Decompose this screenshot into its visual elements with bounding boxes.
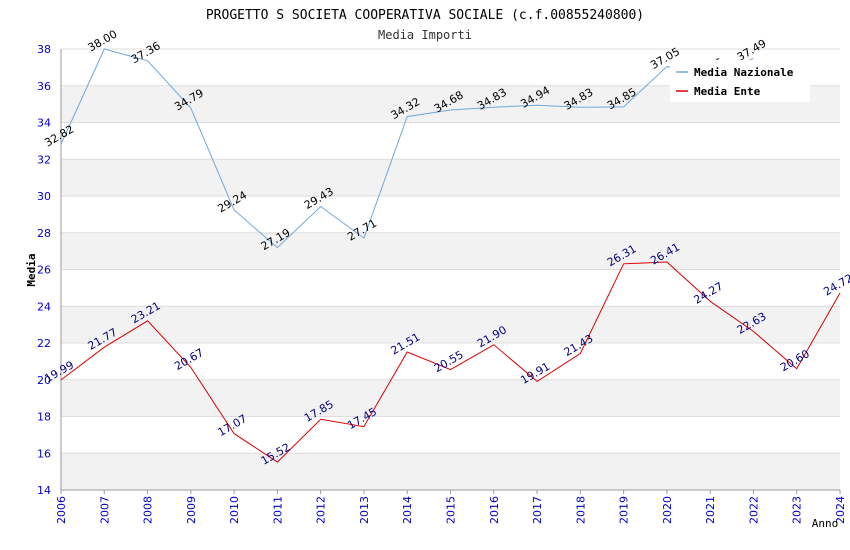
y-tick-label: 20 [37,374,51,387]
x-tick-label: 2022 [747,496,760,524]
x-axis-ticks: 2006 2007 2008 2009 2010 2011 2012 2013 2014 2015… [55,490,847,524]
legend-background [670,60,810,102]
y-tick-label: 14 [37,484,51,497]
chart-title: PROGETTO S SOCIETA COOPERATIVA SOCIALE (… [206,8,644,23]
series-line [60,48,754,249]
data-label: 20.67 [172,346,206,373]
grid-band [61,453,840,490]
y-tick-label: 22 [37,337,51,350]
x-tick-label: 2018 [574,496,587,524]
y-tick-label: 26 [37,264,51,277]
x-tick-label: 2010 [228,496,241,524]
y-tick-label: 18 [37,411,51,424]
grid-band [61,306,840,343]
chart-subtitle: Media Importi [378,28,472,42]
y-axis-label: Media [25,253,38,286]
data-label: 37.36 [129,39,163,66]
data-label: 24.72 [821,271,850,298]
x-tick-label: 2016 [488,496,501,524]
y-axis-ticks: 14 16 18 20 22 24 26 28 30 32 34 36 38 [37,43,51,497]
data-label: 20.55 [432,348,466,375]
x-tick-label: 2012 [315,496,328,524]
grid-bands [61,85,840,490]
y-tick-label: 16 [37,447,51,460]
x-tick-label: 2015 [445,496,458,524]
legend-item: Media Nazionale [676,66,794,79]
series-line [60,261,841,463]
x-tick-label: 2019 [618,496,631,524]
y-tick-label: 28 [37,227,51,240]
x-tick-label: 2008 [142,496,155,524]
legend-label: Media Ente [694,85,761,98]
x-tick-label: 2024 [834,496,847,524]
x-tick-label: 2023 [791,496,804,524]
legend: Media Nazionale Media Ente [670,60,810,102]
y-tick-label: 30 [37,190,51,203]
y-tick-label: 34 [37,117,51,130]
y-tick-label: 24 [37,300,51,313]
x-tick-label: 2021 [704,496,717,524]
x-tick-label: 2014 [401,496,414,524]
legend-item: Media Ente [676,85,761,98]
x-tick-label: 2013 [358,496,371,524]
data-label: 37.49 [735,37,769,64]
grid-band [61,379,840,417]
data-label: 24.27 [692,280,726,307]
x-tick-label: 2017 [531,496,544,524]
data-label: 20.60 [778,347,812,374]
y-tick-label: 32 [37,153,51,166]
y-tick-label: 36 [37,80,51,93]
grid-band [61,232,840,270]
x-axis-label: Anno [812,517,839,530]
x-tick-label: 2009 [185,496,198,524]
y-tick-label: 38 [37,43,51,56]
x-tick-label: 2020 [661,496,674,524]
legend-label: Media Nazionale [694,66,794,79]
x-tick-label: 2011 [271,496,284,524]
data-label: 38.00 [86,27,120,54]
x-tick-label: 2006 [55,496,68,524]
grid-band [61,159,840,196]
x-tick-label: 2007 [98,496,111,524]
